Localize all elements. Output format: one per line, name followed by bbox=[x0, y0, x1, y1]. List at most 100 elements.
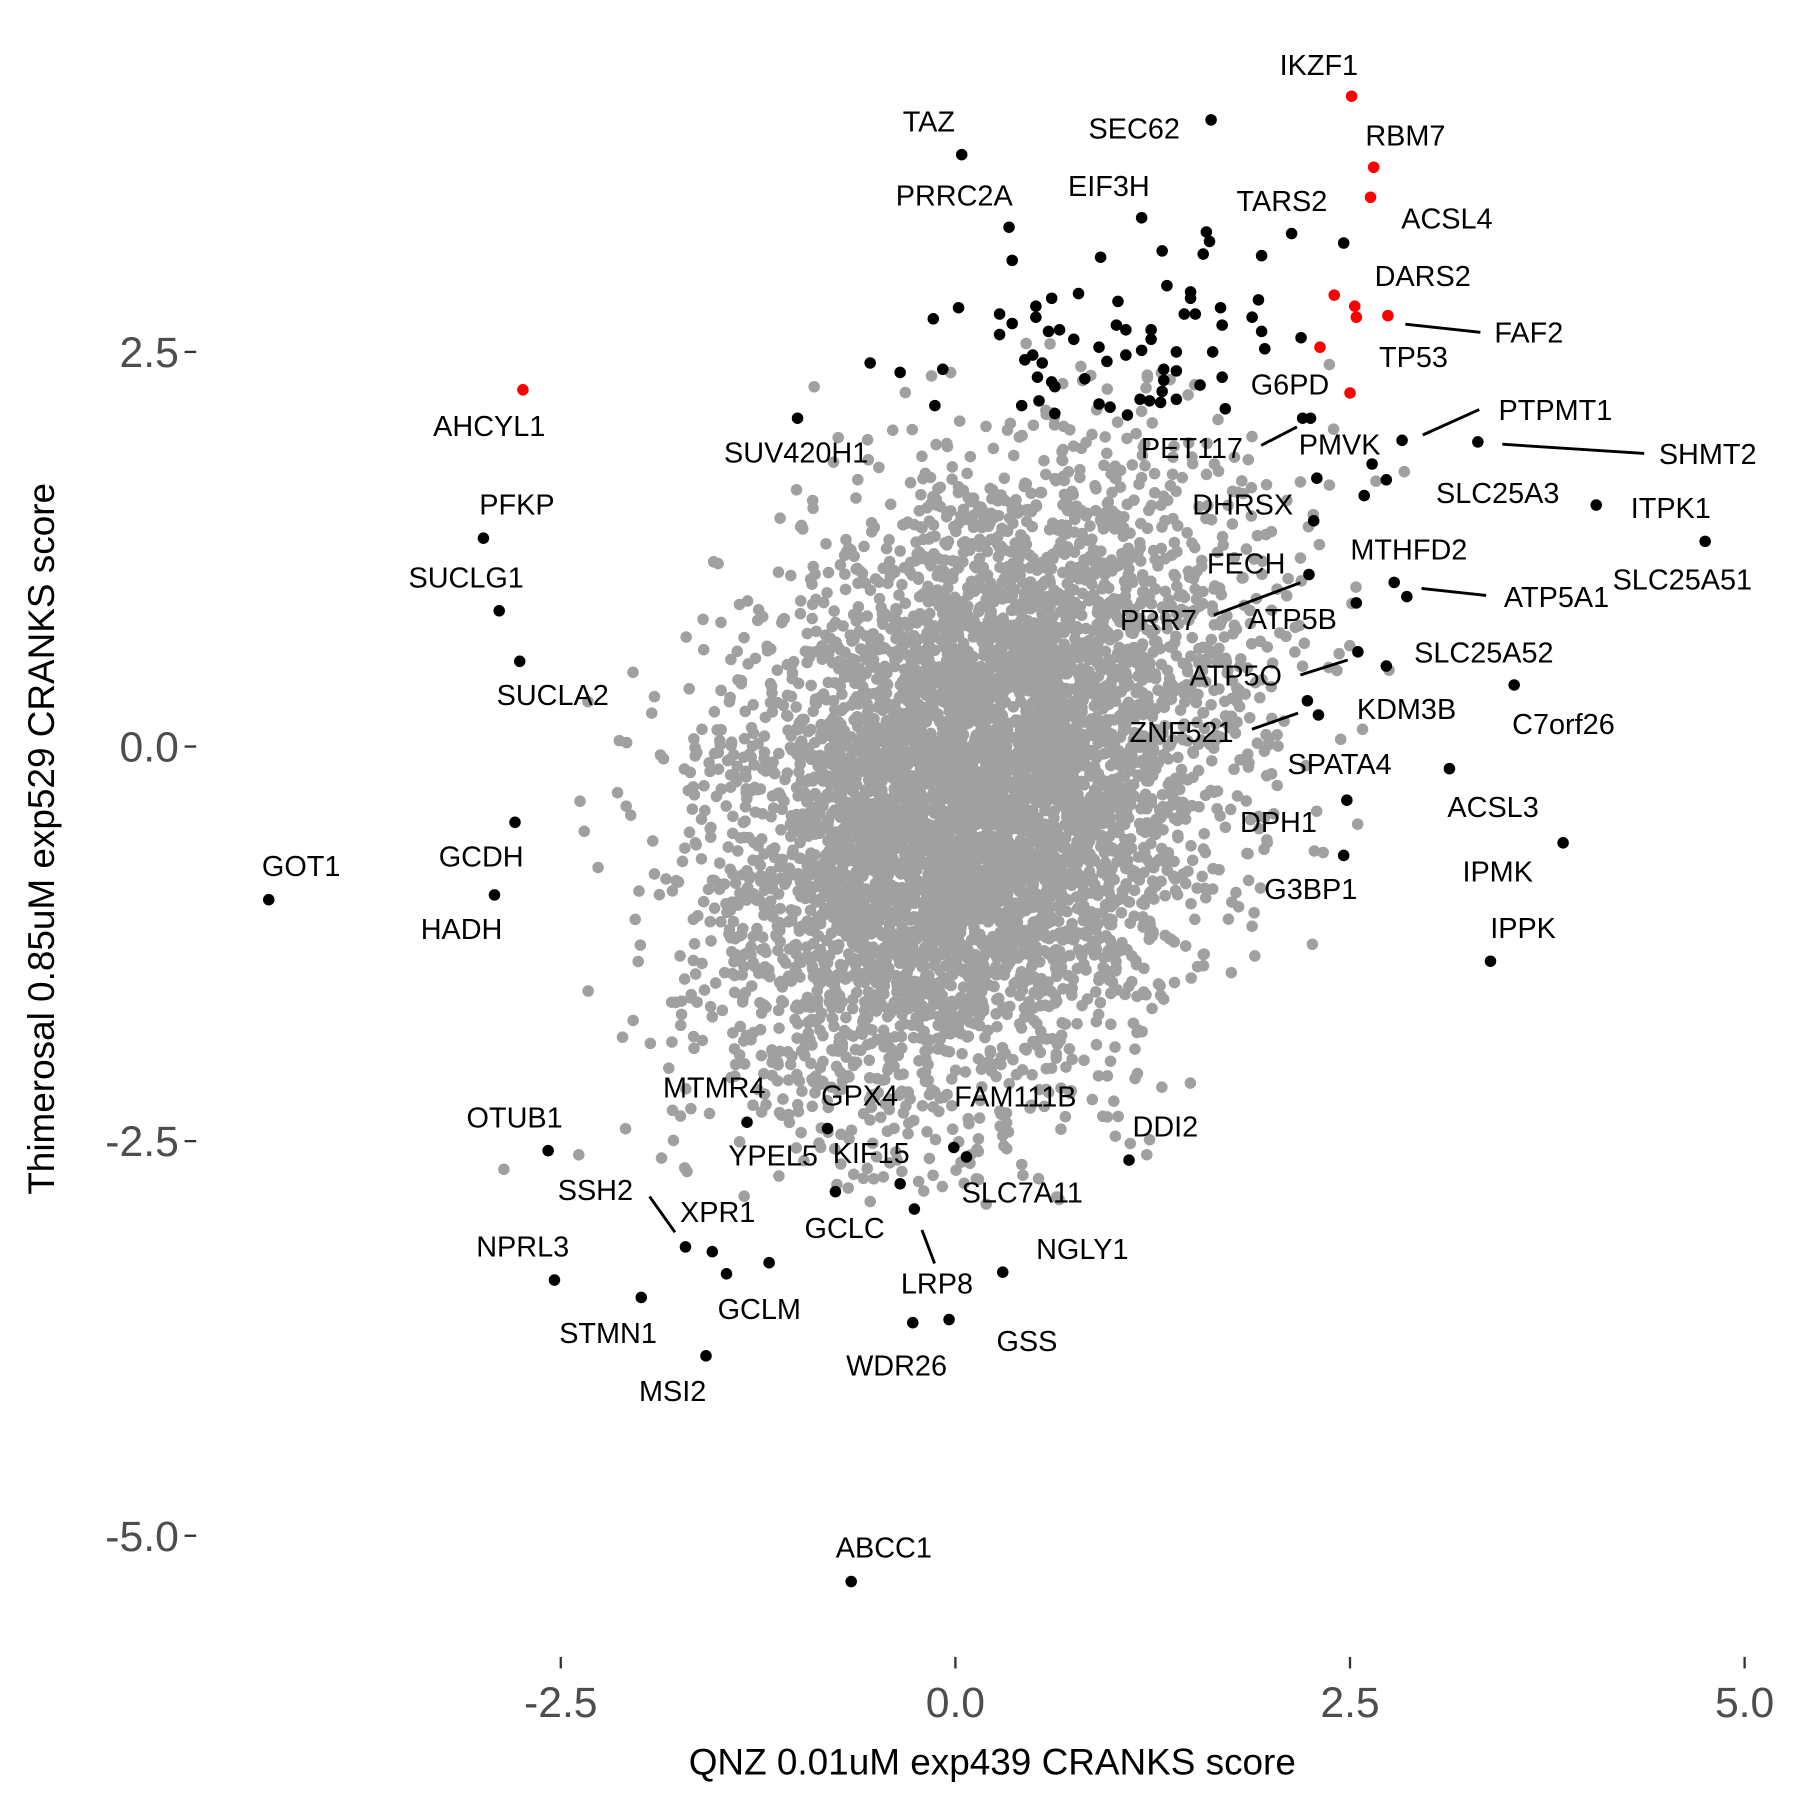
background-point bbox=[1132, 1024, 1144, 1036]
background-point bbox=[920, 792, 933, 804]
background-point bbox=[1112, 1110, 1124, 1123]
background-point bbox=[836, 688, 848, 701]
background-point bbox=[679, 842, 691, 854]
background-point bbox=[714, 734, 726, 747]
background-point bbox=[998, 472, 1011, 485]
background-point bbox=[795, 1126, 807, 1139]
background-point bbox=[1177, 772, 1190, 785]
background-point bbox=[1108, 1095, 1120, 1107]
background-point bbox=[1158, 701, 1171, 714]
background-point bbox=[896, 1008, 908, 1021]
background-point bbox=[790, 701, 802, 713]
background-point bbox=[1245, 510, 1258, 522]
background-point bbox=[1217, 539, 1230, 551]
background-point bbox=[1280, 589, 1293, 602]
background-point bbox=[729, 877, 742, 889]
background-point bbox=[1071, 1017, 1083, 1030]
background-point bbox=[683, 826, 696, 839]
background-point bbox=[972, 1053, 985, 1065]
background-point bbox=[666, 885, 679, 897]
background-point bbox=[725, 653, 737, 666]
background-point bbox=[1246, 430, 1258, 443]
background-point bbox=[1056, 454, 1069, 467]
background-point bbox=[833, 782, 846, 794]
background-point bbox=[942, 714, 955, 727]
background-point bbox=[715, 616, 727, 629]
background-point bbox=[1099, 431, 1111, 443]
background-point bbox=[1072, 623, 1084, 636]
background-point bbox=[1152, 978, 1165, 990]
background-point bbox=[722, 841, 735, 853]
background-point bbox=[689, 968, 702, 980]
background-point bbox=[781, 710, 794, 722]
background-point bbox=[888, 996, 901, 1009]
background-point bbox=[758, 942, 771, 955]
background-point bbox=[688, 1042, 700, 1055]
background-point bbox=[817, 596, 830, 609]
background-point bbox=[908, 1114, 920, 1127]
background-point bbox=[810, 625, 823, 638]
background-point bbox=[731, 760, 744, 773]
background-point bbox=[1245, 638, 1258, 650]
background-point bbox=[681, 1165, 693, 1178]
background-point bbox=[891, 976, 903, 988]
background-point bbox=[1313, 538, 1326, 551]
background-point bbox=[1003, 1077, 1016, 1090]
background-point bbox=[968, 585, 981, 598]
background-point bbox=[790, 905, 802, 918]
background-point bbox=[1106, 486, 1118, 499]
background-point bbox=[1141, 369, 1154, 381]
background-point bbox=[676, 855, 689, 868]
background-point bbox=[840, 547, 852, 560]
background-point bbox=[806, 598, 819, 611]
background-point bbox=[1146, 1002, 1158, 1015]
background-point bbox=[732, 899, 744, 911]
background-point bbox=[798, 1154, 810, 1167]
background-point bbox=[620, 800, 632, 812]
background-point bbox=[1167, 451, 1179, 463]
background-point bbox=[764, 696, 777, 709]
background-point bbox=[1140, 382, 1152, 394]
background-point bbox=[1272, 740, 1284, 752]
background-point bbox=[764, 895, 777, 907]
background-point bbox=[732, 845, 744, 857]
background-point bbox=[784, 1058, 797, 1071]
background-point bbox=[928, 547, 940, 560]
background-point bbox=[1168, 440, 1180, 453]
background-point bbox=[962, 1112, 974, 1125]
background-point bbox=[1060, 1061, 1072, 1073]
background-point bbox=[703, 1107, 716, 1120]
background-point bbox=[923, 618, 935, 630]
background-point bbox=[1094, 996, 1107, 1009]
background-point bbox=[768, 767, 781, 780]
background-point bbox=[789, 1013, 801, 1026]
background-point bbox=[777, 699, 790, 712]
background-point bbox=[927, 1169, 939, 1182]
background-point bbox=[725, 736, 738, 748]
background-point bbox=[737, 992, 749, 1005]
background-point bbox=[880, 542, 893, 555]
background-point bbox=[1232, 900, 1245, 913]
background-point bbox=[1242, 874, 1255, 887]
background-point bbox=[1136, 586, 1149, 598]
background-point bbox=[787, 655, 800, 668]
background-point bbox=[1165, 693, 1178, 705]
background-point bbox=[906, 423, 919, 436]
background-point bbox=[1258, 811, 1271, 824]
background-point bbox=[822, 676, 835, 689]
background-point bbox=[1131, 682, 1144, 695]
background-point bbox=[813, 801, 825, 813]
background-point bbox=[690, 839, 703, 851]
background-point bbox=[942, 581, 954, 594]
background-point bbox=[738, 732, 751, 745]
background-point bbox=[808, 771, 821, 783]
background-point bbox=[1240, 795, 1253, 807]
background-point bbox=[946, 572, 959, 585]
background-point bbox=[1213, 683, 1225, 695]
background-point bbox=[684, 766, 697, 779]
background-point bbox=[592, 861, 604, 874]
background-point bbox=[1086, 943, 1098, 955]
background-point bbox=[1025, 487, 1037, 500]
background-point bbox=[1265, 680, 1278, 693]
background-point bbox=[1199, 891, 1212, 904]
